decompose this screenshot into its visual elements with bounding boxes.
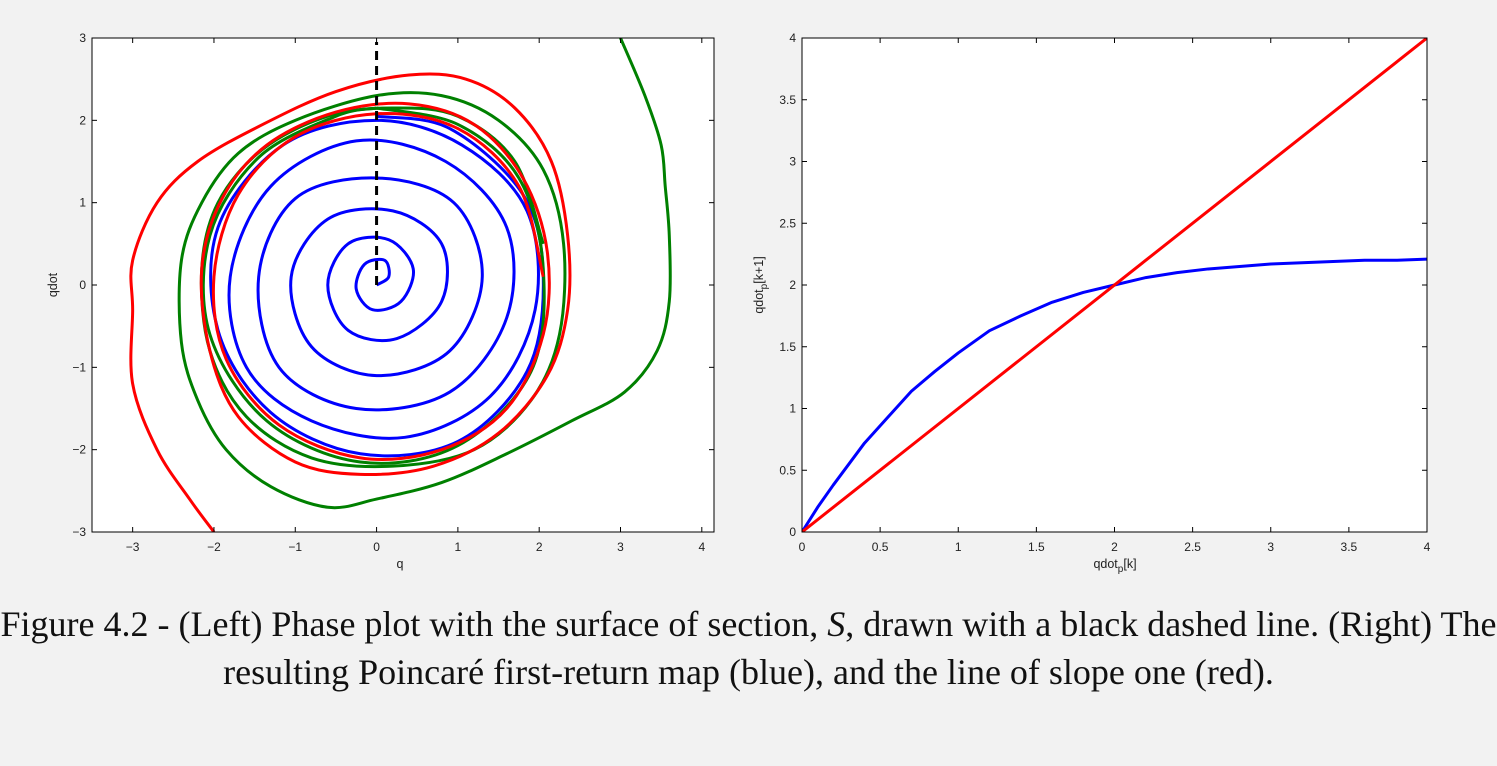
right-y-ticks: 0 0.5 1 1.5 2 2.5 3 3.5 4: [779, 31, 1427, 539]
right-xtick-label: 1.5: [1028, 540, 1045, 554]
left-xtick-label: 3: [617, 540, 624, 554]
right-ytick-label: 3: [789, 155, 796, 169]
poincare-map-plot: 0 0.5 1 1.5 2 2.5 3 3.5 4 0 0.5 1 1.5 2 2.5 3 3.5 4 qdot…: [752, 31, 1431, 575]
right-ytick-label: 2: [789, 278, 796, 292]
right-ylabel: qdotp[k+1]: [752, 256, 770, 313]
left-ytick-label: −2: [72, 443, 86, 457]
right-series-line-1: [802, 38, 1427, 532]
right-ytick-label: 2.5: [779, 216, 796, 230]
right-series-group: [802, 38, 1427, 532]
right-xtick-label: 4: [1424, 540, 1431, 554]
left-ytick-label: 3: [79, 31, 86, 45]
right-xtick-label: 0.5: [872, 540, 889, 554]
right-ytick-label: 4: [789, 31, 796, 45]
left-xtick-label: 4: [698, 540, 705, 554]
left-xtick-label: −2: [207, 540, 221, 554]
right-xtick-label: 2.5: [1184, 540, 1201, 554]
right-xlabel: qdotp[k]: [1093, 557, 1136, 575]
left-xtick-label: 1: [455, 540, 462, 554]
caption-part2: , drawn with a black dashed line. (Right…: [223, 604, 1497, 692]
left-xtick-label: 0: [373, 540, 380, 554]
right-ytick-label: 1.5: [779, 340, 796, 354]
left-y-ticks: −3 −2 −1 0 1 2 3: [72, 31, 714, 539]
left-ytick-label: −3: [72, 525, 86, 539]
right-ytick-label: 1: [789, 402, 796, 416]
right-xtick-label: 1: [955, 540, 962, 554]
left-series-line-1: [201, 106, 546, 465]
left-series-group: [129, 38, 672, 532]
caption-part1: Figure 4.2 - (Left) Phase plot with the …: [0, 604, 828, 644]
caption-symbol: S: [827, 604, 846, 644]
right-xtick-label: 3.5: [1341, 540, 1358, 554]
right-ytick-label: 0: [789, 525, 796, 539]
right-xtick-label: 3: [1267, 540, 1274, 554]
left-ytick-label: 1: [79, 196, 86, 210]
left-plot-area: [92, 38, 714, 532]
figure: −3 −2 −1 0 1 2 3 4 −3 −2 −1 0 1 2 3 q qdot 0 0.5 1 1.5 2 2…: [46, 31, 1431, 575]
right-ytick-label: 0.5: [779, 463, 796, 477]
right-ytick-label: 3.5: [779, 93, 796, 107]
left-xtick-label: 2: [536, 540, 543, 554]
left-xtick-label: −1: [288, 540, 302, 554]
phase-plot: −3 −2 −1 0 1 2 3 4 −3 −2 −1 0 1 2 3 q qdot: [46, 31, 715, 571]
right-series-line-0: [802, 257, 1427, 532]
left-ytick-label: 2: [79, 113, 86, 127]
left-ytick-label: −1: [72, 360, 86, 374]
left-x-ticks: −3 −2 −1 0 1 2 3 4: [126, 38, 705, 554]
left-series-line-3: [129, 72, 572, 532]
left-ytick-label: 0: [79, 278, 86, 292]
left-xtick-label: −3: [126, 540, 140, 554]
right-x-ticks: 0 0.5 1 1.5 2 2.5 3 3.5 4: [799, 38, 1431, 554]
figure-caption: Figure 4.2 - (Left) Phase plot with the …: [0, 600, 1497, 696]
right-xtick-label: 0: [799, 540, 806, 554]
left-ylabel: qdot: [46, 272, 60, 297]
right-xtick-label: 2: [1111, 540, 1118, 554]
left-xlabel: q: [397, 557, 404, 571]
